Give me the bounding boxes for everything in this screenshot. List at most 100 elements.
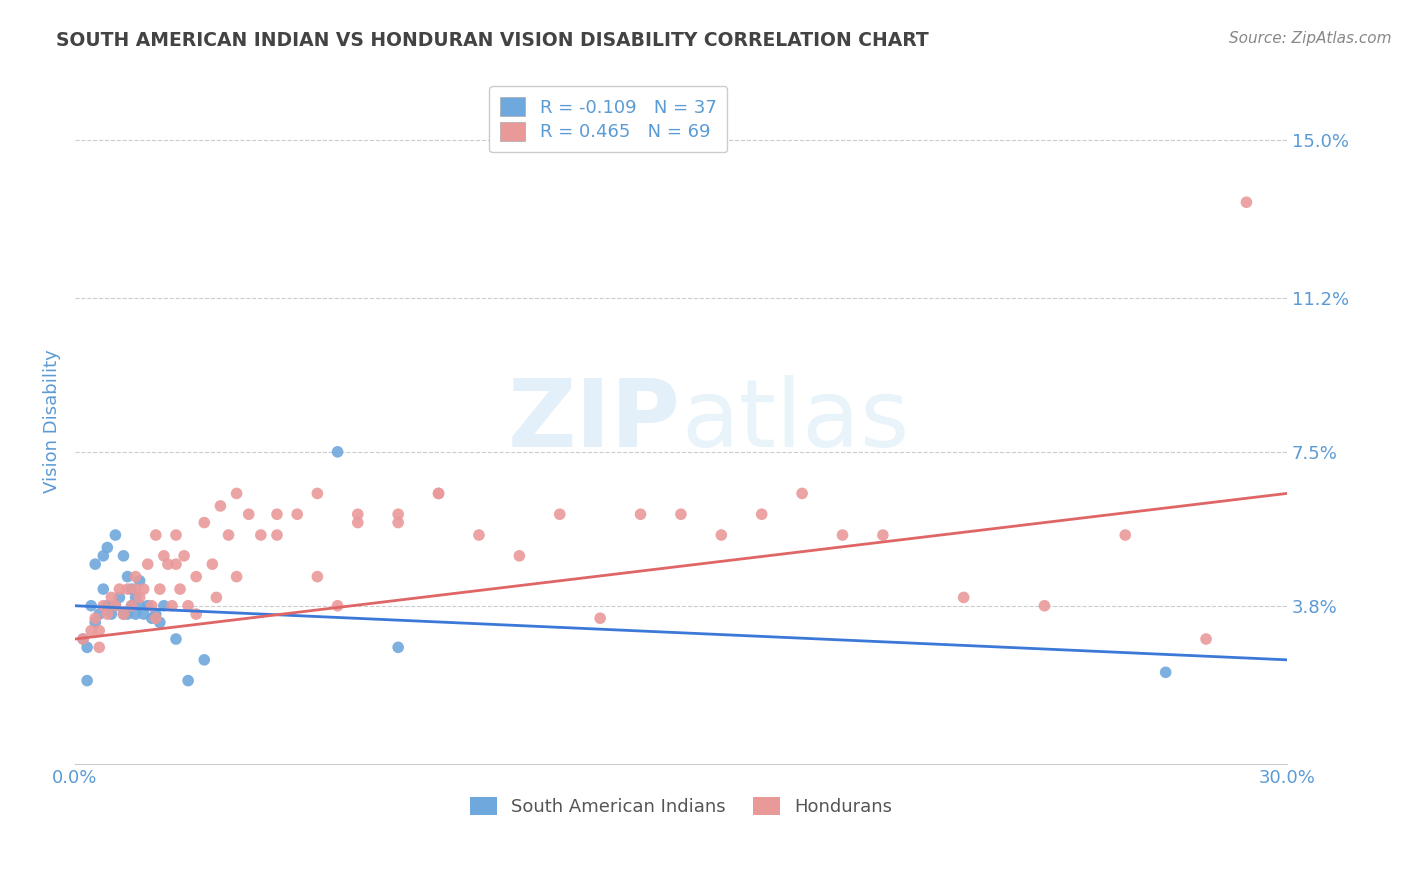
Point: [173, 549, 195, 563]
Point: [1033, 599, 1056, 613]
Point: [387, 516, 409, 530]
Point: [710, 528, 733, 542]
Point: [121, 599, 143, 613]
Point: [124, 569, 146, 583]
Point: [80, 599, 103, 613]
Point: [165, 632, 187, 646]
Text: Source: ZipAtlas.com: Source: ZipAtlas.com: [1229, 31, 1392, 46]
Point: [1236, 195, 1258, 210]
Point: [91, 582, 114, 596]
Point: [193, 516, 215, 530]
Point: [104, 599, 127, 613]
Point: [186, 607, 208, 621]
Point: [669, 507, 692, 521]
Point: [124, 591, 146, 605]
Point: [141, 611, 163, 625]
Text: atlas: atlas: [681, 375, 910, 467]
Point: [1114, 528, 1136, 542]
Point: [153, 599, 176, 613]
Point: [285, 507, 308, 521]
Point: [89, 607, 111, 621]
Point: [831, 528, 853, 542]
Point: [307, 569, 329, 583]
Legend: South American Indians, Hondurans: South American Indians, Hondurans: [463, 789, 900, 823]
Point: [136, 599, 159, 613]
Point: [165, 528, 187, 542]
Point: [112, 607, 135, 621]
Point: [117, 582, 139, 596]
Point: [91, 599, 114, 613]
Point: [177, 599, 200, 613]
Point: [346, 507, 368, 521]
Point: [76, 673, 98, 688]
Point: [160, 599, 183, 613]
Point: [72, 632, 94, 646]
Point: [149, 615, 172, 630]
Point: [104, 599, 127, 613]
Point: [589, 611, 612, 625]
Point: [124, 607, 146, 621]
Point: [117, 569, 139, 583]
Point: [84, 611, 107, 625]
Text: SOUTH AMERICAN INDIAN VS HONDURAN VISION DISABILITY CORRELATION CHART: SOUTH AMERICAN INDIAN VS HONDURAN VISION…: [56, 31, 929, 50]
Point: [136, 557, 159, 571]
Point: [96, 607, 118, 621]
Point: [132, 582, 155, 596]
Point: [209, 499, 232, 513]
Point: [1195, 632, 1218, 646]
Point: [96, 541, 118, 555]
Point: [141, 599, 163, 613]
Point: [201, 557, 224, 571]
Point: [952, 591, 974, 605]
Point: [751, 507, 773, 521]
Point: [128, 591, 150, 605]
Point: [100, 607, 122, 621]
Point: [104, 528, 127, 542]
Point: [427, 486, 450, 500]
Point: [427, 486, 450, 500]
Y-axis label: Vision Disability: Vision Disability: [44, 349, 60, 492]
Point: [165, 557, 187, 571]
Point: [80, 624, 103, 638]
Point: [89, 624, 111, 638]
Point: [790, 486, 813, 500]
Point: [132, 607, 155, 621]
Point: [508, 549, 530, 563]
Point: [346, 516, 368, 530]
Point: [145, 611, 167, 625]
Point: [307, 486, 329, 500]
Point: [145, 607, 167, 621]
Point: [100, 591, 122, 605]
Point: [121, 582, 143, 596]
Point: [872, 528, 894, 542]
Text: ZIP: ZIP: [508, 375, 681, 467]
Point: [326, 599, 349, 613]
Point: [238, 507, 260, 521]
Point: [266, 507, 288, 521]
Point: [72, 632, 94, 646]
Point: [153, 549, 176, 563]
Point: [108, 591, 131, 605]
Point: [149, 582, 172, 596]
Point: [108, 582, 131, 596]
Point: [177, 673, 200, 688]
Point: [169, 582, 191, 596]
Point: [266, 528, 288, 542]
Point: [84, 557, 107, 571]
Point: [96, 599, 118, 613]
Point: [630, 507, 652, 521]
Point: [468, 528, 491, 542]
Point: [250, 528, 273, 542]
Point: [76, 640, 98, 655]
Point: [186, 569, 208, 583]
Point: [193, 653, 215, 667]
Point: [387, 640, 409, 655]
Point: [128, 599, 150, 613]
Point: [145, 528, 167, 542]
Point: [112, 607, 135, 621]
Point: [84, 615, 107, 630]
Point: [91, 549, 114, 563]
Point: [1154, 665, 1177, 680]
Point: [225, 569, 247, 583]
Point: [548, 507, 571, 521]
